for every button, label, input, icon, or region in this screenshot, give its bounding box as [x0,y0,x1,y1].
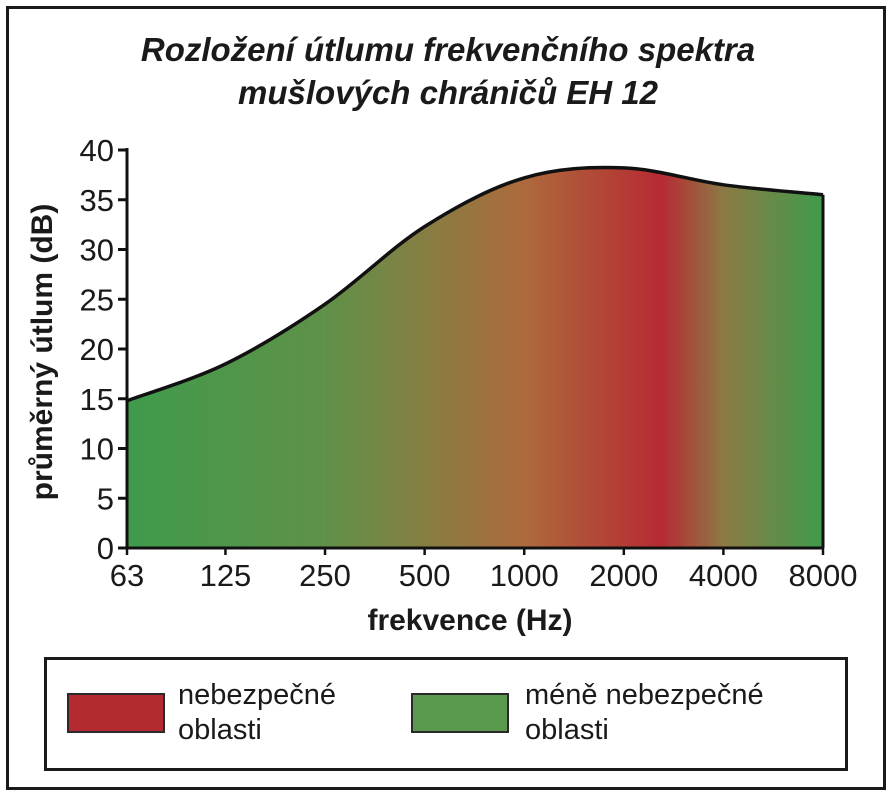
legend-label-dangerous-line-2: oblasti [178,714,262,746]
x-axis: 63 125 250 500 1000 2000 4000 8000 [110,546,858,593]
legend-label-less-dangerous: méně nebezpečné oblasti [525,678,764,748]
area-chart: 0 5 10 15 20 25 30 35 40 63 125 250 500 1000 2000 4000… [26,133,858,637]
legend-label-dangerous-line-1: nebezpečné [178,679,337,711]
x-tick-label: 2000 [589,558,658,593]
legend-label-less-dangerous-line-1: méně nebezpečné [525,679,764,711]
chart-title-line-2: mušlových chráničů EH 12 [238,74,658,111]
x-tick-label: 8000 [789,558,858,593]
legend: nebezpečné oblasti méně nebezpečné oblas… [44,657,848,771]
y-tick-label: 15 [80,382,114,417]
x-axis-label: frekvence (Hz) [367,604,572,637]
y-axis: 0 5 10 15 20 25 30 35 40 [80,133,129,566]
y-tick-label: 10 [80,432,114,467]
y-tick-label: 5 [97,481,114,516]
y-tick-label: 40 [80,133,114,168]
x-tick-label: 250 [299,558,351,593]
y-tick-label: 20 [80,332,114,367]
x-tick-label: 500 [399,558,451,593]
y-axis-label: průměrný útlum (dB) [26,204,59,501]
x-tick-label: 63 [110,558,144,593]
x-tick-label: 125 [200,558,252,593]
x-tick-label: 1000 [490,558,559,593]
legend-swatch-dangerous [67,693,165,733]
y-tick-label: 35 [80,183,114,218]
legend-swatch-less-dangerous [411,693,509,733]
chart-title-line-1: Rozložení útlumu frekvenčního spektra [140,31,756,68]
chart-title: Rozložení útlumu frekvenčního spektra mu… [0,28,896,114]
legend-label-dangerous: nebezpečné oblasti [178,678,336,748]
y-tick-label: 0 [97,531,114,566]
y-tick-label: 30 [80,233,114,268]
legend-label-less-dangerous-line-2: oblasti [525,714,609,746]
x-tick-label: 4000 [689,558,758,593]
attenuation-line [126,165,824,403]
y-tick-label: 25 [80,282,114,317]
area-fill [127,167,823,548]
